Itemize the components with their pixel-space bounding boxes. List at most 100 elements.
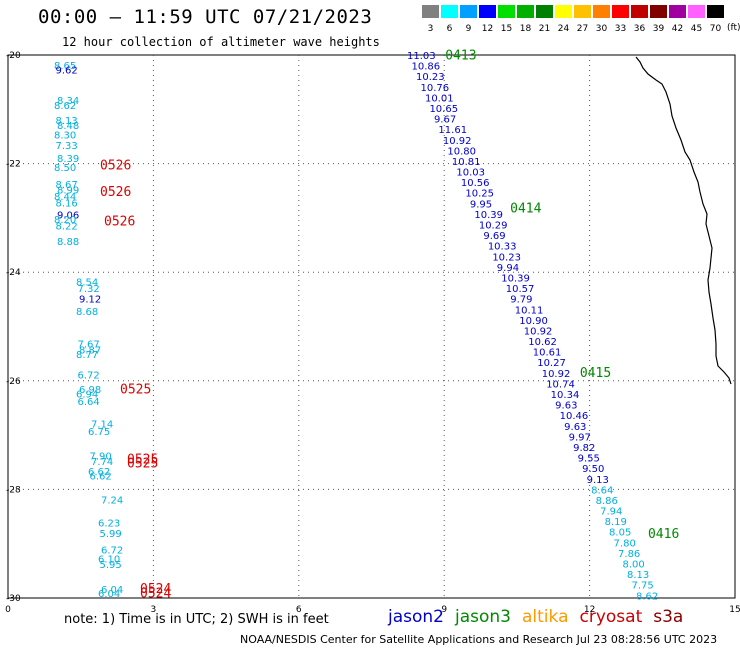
color-scale-label: 36 bbox=[633, 24, 646, 34]
wave-height-value: 11.03 bbox=[407, 51, 436, 62]
color-scale-label: 3 bbox=[427, 24, 434, 34]
footer-note: note: 1) Time is in UTC; 2) SWH is in fe… bbox=[64, 612, 329, 627]
wave-height-value: 8.86 bbox=[596, 496, 618, 507]
wave-height-value: 8.54 bbox=[76, 277, 98, 288]
wave-height-value: 10.62 bbox=[528, 337, 557, 348]
wave-height-value: 8.22 bbox=[56, 222, 78, 233]
color-swatch bbox=[688, 5, 705, 18]
wave-height-value: 9.67 bbox=[434, 115, 456, 126]
color-swatch bbox=[498, 5, 515, 18]
wave-height-value: 10.76 bbox=[420, 83, 449, 94]
longitude-label: 12 bbox=[584, 605, 595, 615]
wave-height-value: 10.80 bbox=[447, 146, 476, 157]
page-title: 00:00 – 11:59 UTC 07/21/2023 bbox=[38, 6, 373, 28]
pass-time-label: 0524 bbox=[140, 582, 171, 597]
latitude-labels: -20 -22 -24 -26 -28 -30 bbox=[6, 51, 21, 604]
pass-time-label: 0415 bbox=[580, 366, 611, 381]
wave-height-value: 6.75 bbox=[88, 427, 110, 438]
wave-height-value: 6.23 bbox=[98, 519, 120, 530]
mission-legend: jason2 jason3 altika cryosat s3a bbox=[388, 607, 694, 627]
wave-height-value: 10.27 bbox=[537, 358, 566, 369]
wave-height-value: 9.62 bbox=[56, 66, 78, 77]
wave-height-value: 10.23 bbox=[416, 72, 445, 83]
pass-time-label: 0525 bbox=[120, 382, 151, 397]
wave-height-value: 6.94 bbox=[76, 389, 98, 400]
wave-height-value: 8.87 bbox=[79, 345, 101, 356]
color-scale-label: 24 bbox=[557, 24, 570, 34]
wave-height-value: 6.64 bbox=[78, 397, 100, 408]
color-scale-label: 6 bbox=[446, 24, 453, 34]
wave-height-value: 9.06 bbox=[57, 211, 79, 222]
wave-height-value: 10.39 bbox=[474, 210, 503, 221]
longitude-label: 6 bbox=[296, 605, 302, 615]
longitude-label: 9 bbox=[441, 605, 447, 615]
wave-height-value: 10.46 bbox=[560, 411, 589, 422]
wave-height-value: 8.67 bbox=[56, 180, 78, 191]
color-swatch bbox=[555, 5, 572, 18]
color-scale-label: 21 bbox=[538, 24, 551, 34]
wave-height-value: 6.72 bbox=[101, 546, 123, 557]
latitude-label: -26 bbox=[6, 377, 21, 387]
mission-legend-item: s3a bbox=[653, 607, 684, 627]
wave-height-value: 7.14 bbox=[91, 420, 113, 431]
wave-height-value: 10.92 bbox=[443, 136, 472, 147]
wave-height-value: 8.30 bbox=[54, 130, 76, 141]
color-swatch bbox=[479, 5, 496, 18]
color-scale-label: 27 bbox=[576, 24, 589, 34]
wave-height-value: 8.05 bbox=[609, 528, 631, 539]
wave-height-value: 9.12 bbox=[79, 294, 101, 305]
wave-height-value: 10.03 bbox=[456, 168, 485, 179]
wave-height-value: 10.86 bbox=[411, 62, 440, 73]
wave-height-value: 7.67 bbox=[78, 339, 100, 350]
wave-height-value: 8.68 bbox=[76, 307, 98, 318]
wave-height-value: 10.11 bbox=[515, 305, 544, 316]
mission-legend-item: jason2 bbox=[388, 607, 444, 627]
color-scale-label: 15 bbox=[500, 24, 513, 34]
wave-height-value: 10.90 bbox=[519, 316, 548, 327]
wave-height-value: 8.64 bbox=[591, 485, 613, 496]
color-swatch bbox=[631, 5, 648, 18]
wave-height-value: 10.81 bbox=[452, 157, 481, 168]
mission-legend-item: jason3 bbox=[455, 607, 511, 627]
pass-time-label: 0526 bbox=[100, 159, 131, 174]
wave-height-value: 10.25 bbox=[465, 189, 494, 200]
map-frame bbox=[7, 54, 736, 599]
wave-height-value: 6.98 bbox=[79, 385, 101, 396]
color-scale-label: 18 bbox=[519, 24, 532, 34]
footer-credit: NOAA/NESDIS Center for Satellite Applica… bbox=[240, 633, 718, 646]
color-scale-label: 70 bbox=[709, 24, 722, 34]
wave-height-value: 6.04 bbox=[101, 585, 123, 596]
wave-height-value: 7.75 bbox=[632, 581, 654, 592]
pass-time-label: 0526 bbox=[104, 215, 135, 230]
wave-height-value: 8.50 bbox=[54, 163, 76, 174]
wave-height-value: 7.24 bbox=[101, 496, 123, 507]
wave-height-value: 5.99 bbox=[100, 529, 122, 540]
grid-lines bbox=[8, 55, 735, 598]
wave-height-value: 9.82 bbox=[573, 443, 595, 454]
pass-time-label: 0413 bbox=[445, 49, 476, 64]
left-track: 8.659.62 8.348.62 8.138.488.307.33 8.398.50… bbox=[54, 61, 171, 602]
mission-legend-item: cryosat bbox=[579, 607, 643, 627]
color-swatch bbox=[593, 5, 610, 18]
coastline bbox=[635, 56, 732, 385]
latitude-label: -24 bbox=[6, 268, 21, 278]
wave-height-value: 8.20 bbox=[54, 215, 76, 226]
wave-height-value: 10.01 bbox=[425, 93, 454, 104]
wave-height-value: 10.92 bbox=[542, 369, 571, 380]
longitude-labels: 0 3 6 9 12 15 bbox=[5, 605, 740, 615]
wave-height-value: 6.62 bbox=[90, 471, 112, 482]
wave-height-value: 8.62 bbox=[54, 101, 76, 112]
pass-time-label: 0416 bbox=[648, 527, 679, 542]
wave-height-value: 8.99 bbox=[57, 186, 79, 197]
wave-height-value: 10.65 bbox=[429, 104, 458, 115]
wave-height-value: 10.61 bbox=[533, 348, 562, 359]
color-swatch bbox=[707, 5, 724, 18]
wave-height-value: 7.33 bbox=[56, 141, 78, 152]
wave-height-value: 8.19 bbox=[605, 517, 627, 528]
wave-height-value: 7.90 bbox=[90, 452, 112, 463]
wave-height-value: 10.39 bbox=[501, 273, 530, 284]
color-swatch bbox=[650, 5, 667, 18]
longitude-label: 15 bbox=[729, 605, 740, 615]
color-scale-label: 33 bbox=[614, 24, 627, 34]
wave-height-value: 6.10 bbox=[98, 554, 120, 565]
